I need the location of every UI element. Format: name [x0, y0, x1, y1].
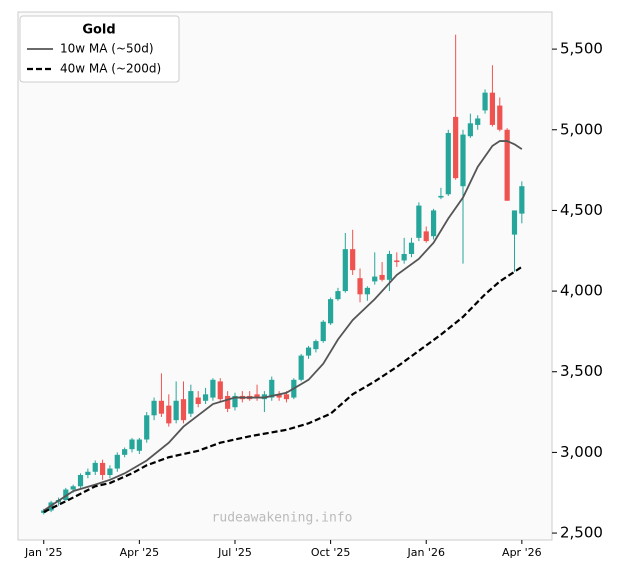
candle-body — [114, 454, 120, 469]
x-tick-label: Jan '25 — [24, 546, 62, 559]
candle-body — [467, 123, 473, 137]
x-tick-label: Oct '25 — [311, 546, 351, 559]
legend-title: Gold — [82, 23, 115, 38]
y-tick-label: 3,000 — [560, 443, 603, 461]
x-tick-label: Jul '25 — [217, 546, 252, 559]
candle-body — [144, 415, 150, 440]
candle-body — [350, 249, 356, 271]
candle-body — [423, 231, 429, 242]
candle-body — [511, 210, 518, 235]
candle-body — [63, 489, 69, 500]
candle-body — [438, 195, 444, 198]
candle-body — [342, 249, 348, 292]
candle-body — [445, 132, 451, 195]
candle-body — [254, 394, 260, 398]
x-tick-label: Apr '25 — [120, 546, 160, 559]
candle-body — [188, 391, 194, 414]
candle-body — [519, 186, 525, 214]
candle-body — [99, 462, 106, 475]
candle-body — [166, 405, 172, 424]
candle-body — [276, 394, 282, 398]
y-tick-label: 4,000 — [560, 282, 603, 300]
plot-area — [17, 11, 553, 541]
candle-body — [92, 462, 98, 472]
legend — [19, 15, 180, 83]
candle-body — [489, 92, 496, 125]
candle-body — [460, 134, 466, 187]
y-tick-label: 5,000 — [560, 120, 603, 138]
y-tick-label: 5,500 — [560, 40, 603, 58]
candle-body — [313, 341, 319, 350]
candle-body — [320, 321, 326, 342]
candle-body — [77, 474, 84, 487]
candle-body — [328, 299, 334, 324]
candle-body — [70, 486, 76, 490]
candle-body — [107, 468, 113, 475]
ma-line — [43, 140, 523, 512]
watermark: rudeawakening.info — [212, 511, 353, 526]
candle-body — [394, 260, 400, 263]
candle-body — [453, 116, 459, 179]
candle-body — [85, 471, 91, 475]
candle-body — [269, 379, 275, 398]
candle-body — [335, 291, 341, 300]
candle-body — [416, 205, 422, 238]
candle-body — [210, 379, 216, 398]
candle-body — [173, 400, 179, 421]
candle-body — [357, 278, 363, 295]
candle-body — [401, 253, 407, 261]
candle-body — [202, 394, 209, 401]
candle-body — [136, 439, 142, 451]
candle-body — [283, 394, 290, 400]
candle-body — [225, 395, 231, 409]
x-tick-label: Jan '26 — [406, 546, 444, 559]
candle-body — [408, 242, 415, 254]
candle-body — [482, 92, 488, 111]
candle-body — [430, 210, 437, 237]
ma-line — [43, 265, 523, 514]
legend-label: 10w MA (~50d) — [60, 42, 154, 56]
candle-body — [379, 274, 385, 280]
y-tick-label: 3,500 — [560, 362, 603, 380]
candle-body — [305, 347, 312, 356]
y-tick-label: 2,500 — [560, 524, 603, 542]
x-tick-label: Apr '26 — [502, 546, 542, 559]
candle-body — [195, 397, 201, 405]
legend-label: 40w MA (~200d) — [60, 62, 161, 76]
candle-body — [298, 355, 304, 380]
candle-body — [475, 118, 481, 125]
candle-body — [129, 439, 135, 450]
candle-body — [386, 253, 393, 280]
candle-body — [364, 287, 370, 295]
candle-body — [504, 129, 510, 201]
candle-body — [158, 400, 165, 414]
candle-body — [232, 395, 238, 408]
y-tick-label: 4,500 — [560, 201, 603, 219]
candle-body — [217, 381, 223, 400]
candle-body — [180, 399, 187, 421]
candle-body — [497, 105, 503, 130]
candle-body — [151, 400, 157, 416]
candle-body — [122, 449, 128, 455]
candle-body — [372, 276, 378, 282]
